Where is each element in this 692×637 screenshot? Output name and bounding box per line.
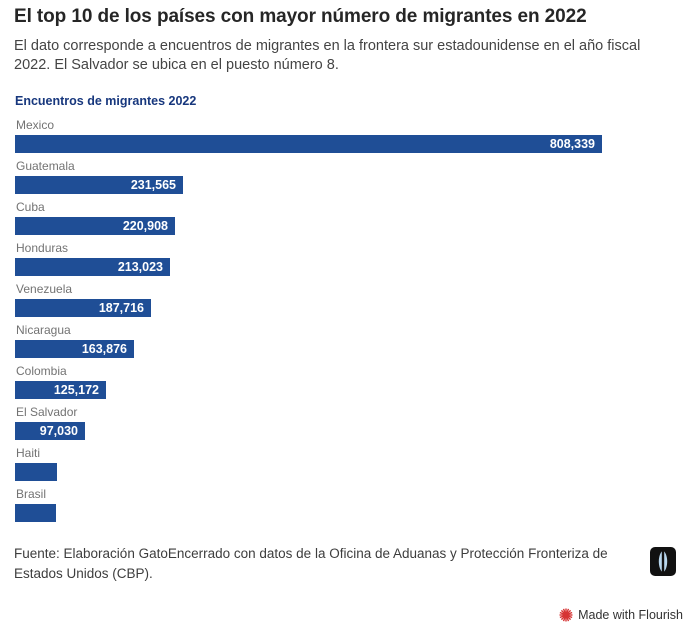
bar-value-label: 125,172: [53, 383, 99, 397]
bar-value-label: 808,339: [549, 137, 595, 151]
bar-row: Guatemala 231,565: [15, 159, 677, 200]
bar-row: Colombia 125,172: [15, 364, 677, 405]
source-note: Fuente: Elaboración GatoEncerrado con da…: [14, 546, 608, 581]
category-label: Cuba: [16, 200, 45, 214]
flourish-label: Made with Flourish: [578, 608, 683, 622]
bar-el-salvador[interactable]: 97,030: [15, 422, 85, 440]
category-label: Honduras: [16, 241, 69, 255]
category-label: Venezuela: [16, 282, 73, 296]
bar-haiti[interactable]: [15, 463, 57, 481]
bar-row: Brasil: [15, 487, 677, 528]
bar-value-label: 163,876: [81, 342, 127, 356]
bar-colombia[interactable]: 125,172: [15, 381, 106, 399]
gatoencerrado-cat-eye-logo-icon: [650, 547, 676, 576]
bar-row: Nicaragua 163,876: [15, 323, 677, 364]
bar-value-label: 187,716: [98, 301, 144, 315]
bar-value-label: 213,023: [117, 260, 163, 274]
bar-cuba[interactable]: 220,908: [15, 217, 175, 235]
page-title: El top 10 de los países con mayor número…: [14, 6, 587, 27]
category-label: Colombia: [16, 364, 67, 378]
bar-row: Haiti: [15, 446, 677, 487]
bar-nicaragua[interactable]: 163,876: [15, 340, 134, 358]
category-label: Guatemala: [16, 159, 75, 173]
category-label: Mexico: [16, 118, 55, 132]
flourish-attribution-link[interactable]: Made with Flourish: [559, 608, 683, 622]
category-label: Nicaragua: [16, 323, 71, 337]
chart-title: Encuentros de migrantes 2022: [15, 94, 197, 108]
category-label: Haiti: [16, 446, 41, 460]
category-label: Brasil: [16, 487, 47, 501]
bar-row: Mexico 808,339: [15, 118, 677, 159]
bar-brasil[interactable]: [15, 504, 56, 522]
bar-guatemala[interactable]: 231,565: [15, 176, 183, 194]
bar-value-label: 231,565: [130, 178, 176, 192]
page-subtitle: El dato corresponde a encuentros de migr…: [14, 38, 641, 74]
bar-row: El Salvador 97,030: [15, 405, 677, 446]
bar-value-label: 220,908: [122, 219, 168, 233]
bar-row: Venezuela 187,716: [15, 282, 677, 323]
bar-chart: Encuentros de migrantes 2022 Mexico 808,3…: [15, 94, 677, 528]
bar-value-label: 97,030: [39, 424, 78, 438]
bar-honduras[interactable]: 213,023: [15, 258, 170, 276]
chart-rows: Mexico 808,339 Guatemala 231,565 Cuba 220,908…: [15, 118, 677, 528]
bar-row: Honduras 213,023: [15, 241, 677, 282]
bar-mexico[interactable]: 808,339: [15, 135, 602, 153]
bar-venezuela[interactable]: 187,716: [15, 299, 151, 317]
bar-row: Cuba 220,908: [15, 200, 677, 241]
category-label: El Salvador: [16, 405, 78, 419]
flourish-starburst-icon: [559, 608, 573, 622]
